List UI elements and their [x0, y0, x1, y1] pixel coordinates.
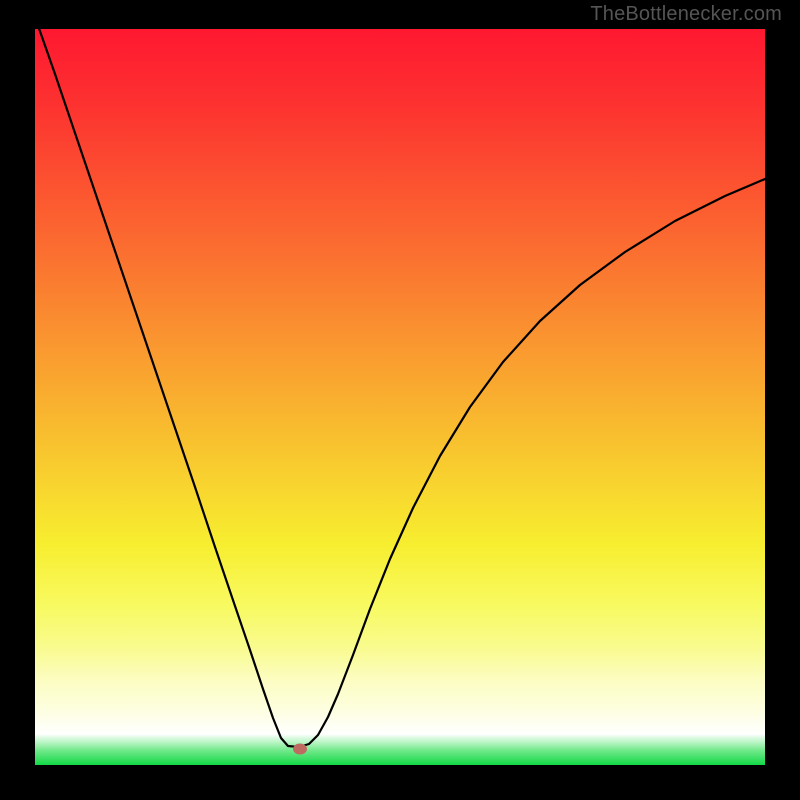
- plot-area: [35, 29, 765, 765]
- optimum-marker: [293, 744, 307, 755]
- bottleneck-curve-svg: [35, 29, 765, 765]
- watermark-text: TheBottlenecker.com: [590, 3, 782, 26]
- bottleneck-curve-path: [35, 29, 765, 747]
